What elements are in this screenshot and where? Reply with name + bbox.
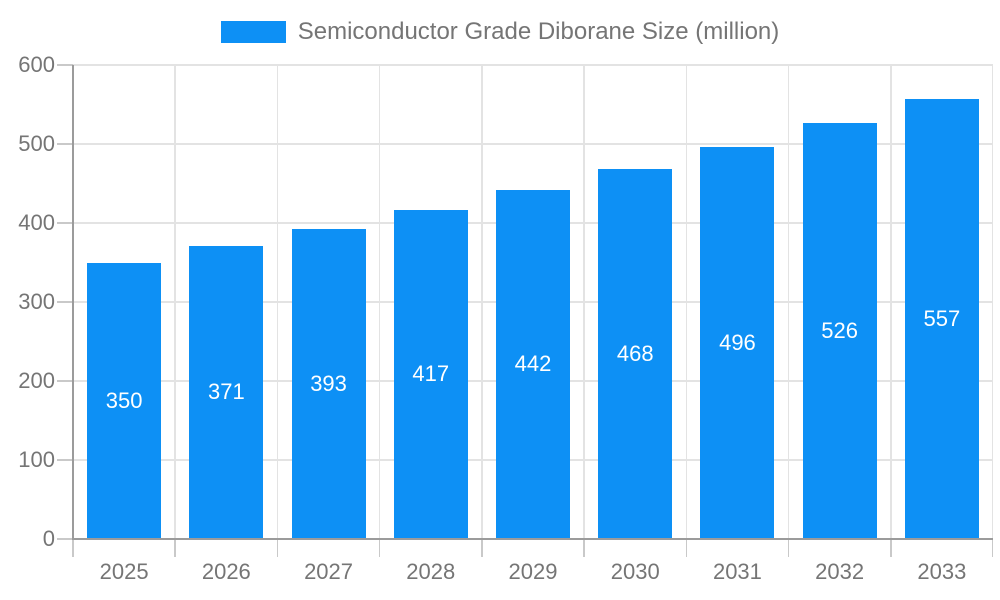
y-axis-tick (57, 301, 73, 303)
y-axis-line (72, 65, 74, 539)
bar-value-label: 350 (105, 387, 143, 413)
x-tick-label: 2033 (917, 559, 967, 584)
x-axis-tick (685, 539, 688, 557)
y-tick-label: 300 (18, 289, 55, 314)
bar-value-label: 496 (719, 330, 756, 356)
x-tick-label: 2028 (406, 559, 456, 584)
grid-line-vertical (890, 65, 892, 539)
x-axis-tick (787, 539, 790, 557)
y-tick-label: 100 (18, 447, 55, 472)
legend: Semiconductor Grade Diborane Size (milli… (0, 18, 1000, 46)
y-axis-tick (57, 538, 73, 540)
bar[interactable]: 393 (291, 228, 366, 539)
bar-value-label: 417 (412, 361, 450, 387)
bar-value-label: 526 (821, 318, 859, 344)
x-tick-label: 2031 (712, 559, 762, 584)
grid-line-vertical (174, 65, 176, 539)
y-tick-label: 600 (18, 52, 55, 77)
x-axis-tick (583, 539, 585, 557)
bar[interactable]: 496 (700, 147, 775, 539)
y-axis-tick (57, 380, 73, 382)
x-tick-label: 2032 (815, 559, 865, 584)
x-axis-line (72, 537, 993, 540)
bar-value-label: 442 (514, 351, 552, 377)
bar[interactable]: 417 (393, 209, 468, 539)
bar[interactable]: 526 (802, 123, 877, 539)
bar[interactable]: 350 (87, 262, 162, 539)
grid-line-horizontal (73, 143, 993, 145)
grid-line-vertical (481, 65, 483, 539)
x-axis-tick (890, 539, 892, 557)
legend-item[interactable]: Semiconductor Grade Diborane Size (milli… (220, 18, 780, 46)
grid-line-vertical (378, 65, 381, 539)
y-tick-label: 0 (42, 526, 55, 551)
grid-line-vertical (583, 65, 585, 539)
grid-line-vertical (276, 65, 279, 539)
bar[interactable]: 557 (904, 98, 979, 539)
plot-area: 350 371 393 417 442 468 496 526 557 (73, 64, 993, 539)
x-tick-label: 2029 (508, 559, 558, 584)
x-axis-tick (72, 539, 74, 557)
legend-label: Semiconductor Grade Diborane Size (milli… (297, 18, 780, 45)
x-tick-label: 2030 (610, 559, 660, 584)
x-axis-tick (378, 539, 381, 557)
y-axis-tick (57, 143, 73, 145)
x-axis-tick (481, 539, 483, 557)
x-axis-tick (991, 539, 993, 557)
grid-line-vertical (787, 65, 790, 539)
grid-line-horizontal (73, 64, 993, 66)
y-axis-tick (57, 459, 73, 461)
y-axis-tick (57, 222, 73, 224)
y-tick-label: 400 (18, 210, 55, 235)
x-tick-label: 2026 (201, 559, 251, 584)
bar[interactable]: 468 (598, 169, 673, 539)
y-tick-label: 200 (18, 368, 55, 393)
x-tick-label: 2025 (99, 559, 149, 584)
grid-line-vertical (685, 65, 688, 539)
bar[interactable]: 371 (189, 245, 264, 539)
legend-swatch-icon (220, 21, 286, 43)
bar-value-label: 557 (923, 305, 961, 331)
bar-value-label: 393 (310, 370, 347, 396)
x-tick-label: 2027 (304, 559, 354, 584)
bar-value-label: 371 (207, 379, 245, 405)
bar[interactable]: 442 (496, 189, 570, 539)
y-axis-tick (57, 64, 73, 66)
y-tick-label: 500 (18, 131, 55, 156)
x-axis-tick (276, 539, 279, 557)
bar-value-label: 468 (616, 341, 654, 367)
grid-line-vertical (991, 65, 993, 539)
x-axis-tick (174, 539, 176, 557)
